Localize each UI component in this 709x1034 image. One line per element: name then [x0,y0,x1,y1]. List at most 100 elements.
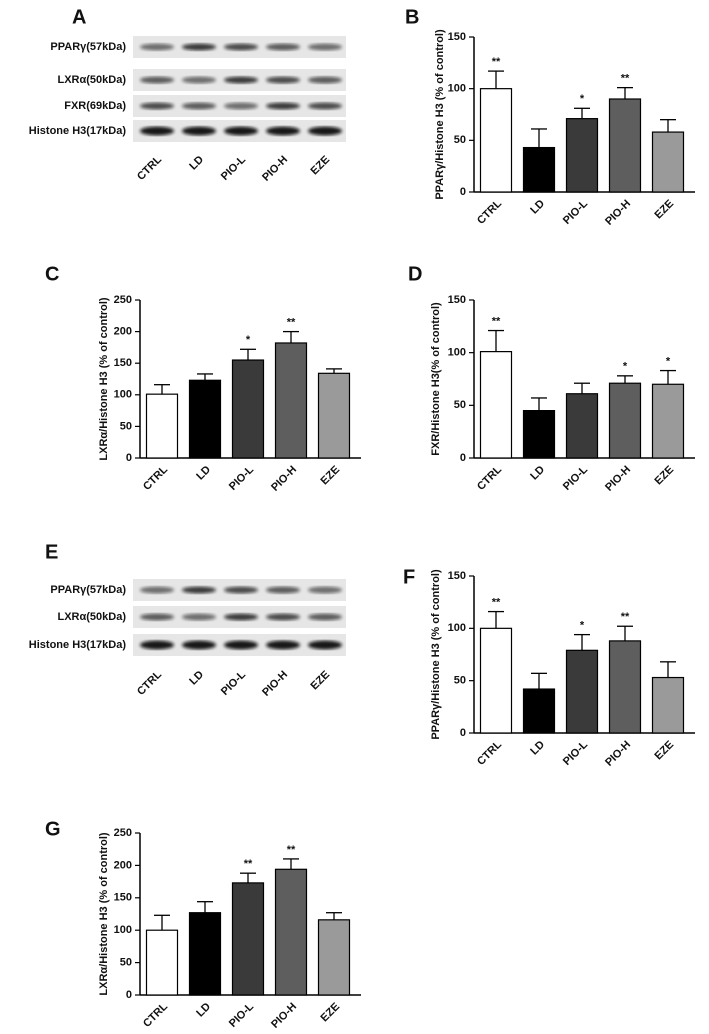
x-tick-label: CTRL [475,463,504,492]
x-tick-label: PIO-L [227,1001,256,1030]
bar [522,688,556,734]
significance-label: ** [492,596,501,608]
blot-band [140,640,174,650]
blot-band [182,613,216,621]
y-tick-label: 150 [448,570,466,582]
bar [317,372,351,459]
y-tick-label: 150 [114,357,132,369]
bar [651,131,685,193]
bar [651,383,685,459]
blot-band [140,76,174,84]
blot-band [224,76,258,84]
y-tick-label: 0 [460,727,466,739]
x-tick-label: EZE [653,198,677,222]
blot-band [308,102,342,110]
bar [479,351,513,459]
y-tick-label: 200 [114,326,132,338]
x-tick-label: PIO-H [269,464,299,494]
blot-band [182,43,216,51]
panel-letter: A [72,6,86,28]
significance-label: ** [287,844,296,856]
significance-label: ** [492,315,501,327]
blot-band [308,76,342,84]
blot-band [266,640,300,650]
y-tick-label: 50 [454,675,466,687]
significance-label: ** [287,317,296,329]
bar [274,342,308,459]
blot-row-label: Histone H3(17kDa) [29,125,127,137]
bar [231,359,265,459]
bar [231,882,265,996]
y-tick-label: 50 [454,134,466,146]
y-tick-label: 0 [460,186,466,198]
bar [188,912,222,996]
x-tick-label: EZE [653,739,677,763]
blot-band [224,586,258,594]
panel-letter: C [45,263,59,285]
y-axis-label: PPARγ/Histone H3 (% of control) [430,569,442,740]
blot-band [182,640,216,650]
blot-band [140,102,174,110]
blot-band [266,43,300,51]
blot-band [266,76,300,84]
lane-label: PIO-L [219,669,248,698]
panel-letter: G [45,818,61,840]
panel-letter: B [405,6,419,28]
significance-label: * [580,620,585,632]
x-tick-label: CTRL [141,463,170,492]
y-tick-label: 250 [114,827,132,839]
y-axis-label: LXRα/Histone H3 (% of control) [98,297,110,461]
y-tick-label: 200 [114,859,132,871]
bar [188,379,222,459]
blot-band [308,613,342,621]
y-tick-label: 50 [120,957,132,969]
x-tick-label: PIO-L [561,739,590,768]
x-tick-label: CTRL [141,1000,170,1029]
bar [145,929,179,996]
significance-label: * [246,334,251,346]
significance-label: * [623,361,628,373]
blot-band [182,102,216,110]
x-tick-label: PIO-L [227,464,256,493]
y-tick-label: 150 [114,892,132,904]
bar [145,393,179,459]
x-tick-label: LD [528,198,547,217]
x-tick-label: LD [528,739,547,758]
x-tick-label: PIO-L [561,464,590,493]
bar [522,146,556,193]
x-tick-label: EZE [319,464,343,488]
x-tick-label: LD [194,464,213,483]
blot-band [182,76,216,84]
lane-label: PIO-H [260,154,290,184]
blot-band [308,586,342,594]
x-tick-label: EZE [319,1001,343,1025]
x-tick-label: EZE [653,464,677,488]
x-tick-label: PIO-L [561,198,590,227]
lane-label: LD [187,154,206,173]
bar [274,868,308,996]
lane-label: EZE [309,154,333,178]
bar [522,410,556,459]
blot-band [182,586,216,594]
blot-band [224,126,258,136]
bar [608,382,642,459]
significance-label: * [580,93,585,105]
blot-band [140,126,174,136]
x-tick-label: PIO-H [269,1001,299,1031]
x-tick-label: PIO-H [603,464,633,494]
blot-row-label: LXRα(50kDa) [57,74,126,86]
x-tick-label: LD [528,464,547,483]
blot-band [266,613,300,621]
bar [608,640,642,734]
y-tick-label: 250 [114,294,132,306]
blot-band [308,126,342,136]
blot-band [140,43,174,51]
bar [565,649,599,734]
significance-label: ** [244,858,253,870]
x-tick-label: PIO-H [603,198,633,228]
blot-band [266,102,300,110]
y-tick-label: 100 [114,924,132,936]
blot-band [140,586,174,594]
x-tick-label: CTRL [475,197,504,226]
